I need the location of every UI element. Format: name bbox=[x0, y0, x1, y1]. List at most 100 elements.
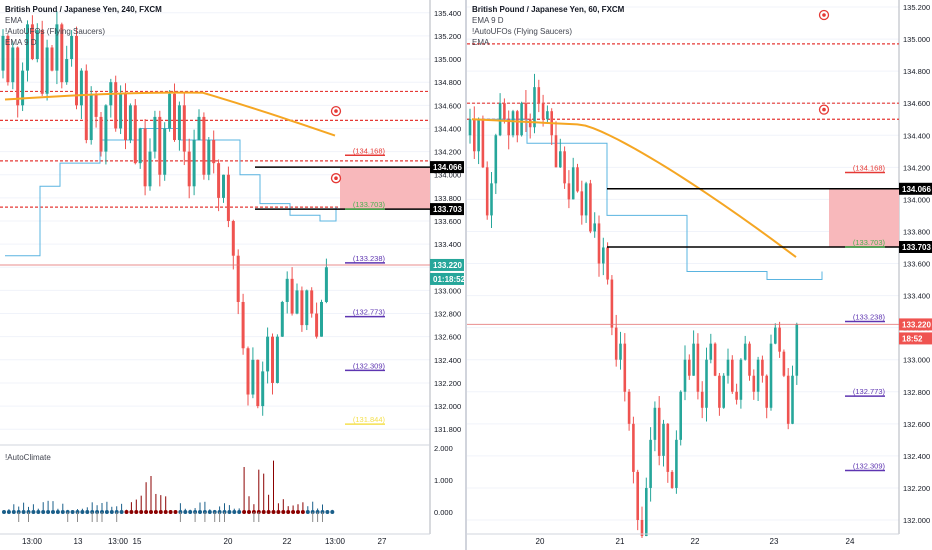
candle-body bbox=[300, 290, 304, 326]
lower-level-badge-bg bbox=[899, 240, 932, 253]
oscillator-dot bbox=[168, 510, 173, 514]
candle-body bbox=[212, 140, 216, 164]
right-symbol-title[interactable]: British Pound / Japanese Yen, 60, FXCM bbox=[472, 5, 625, 14]
oscillator-dot bbox=[70, 510, 75, 514]
candle-body bbox=[35, 30, 39, 60]
candle-body bbox=[305, 290, 309, 326]
right-indicator-ufos[interactable]: !AutoUFOs (Flying Saucers) bbox=[472, 27, 573, 36]
candle-body bbox=[133, 105, 137, 164]
right-legend: British Pound / Japanese Yen, 60, FXCM E… bbox=[472, 4, 624, 48]
candle-body bbox=[593, 223, 596, 232]
candle-body bbox=[21, 70, 25, 106]
countdown-badge-bg bbox=[430, 272, 464, 285]
level-label: (133.703) bbox=[853, 238, 886, 247]
oscillator-dot bbox=[286, 510, 291, 514]
left-indicator-ema[interactable]: EMA bbox=[5, 16, 23, 25]
candle-body bbox=[619, 343, 622, 360]
left-oscillator-title[interactable]: !AutoClimate bbox=[5, 453, 51, 462]
candle-body bbox=[765, 375, 768, 408]
candle-body bbox=[226, 174, 230, 221]
candle-body bbox=[670, 471, 674, 488]
candle-body bbox=[207, 140, 211, 175]
price-tick-label: 133.800 bbox=[434, 194, 461, 203]
ema9-line bbox=[5, 127, 337, 257]
candle-body bbox=[217, 163, 221, 198]
candle-body bbox=[490, 183, 493, 216]
right-chart-pane[interactable]: (134.168) (133.703) (133.238) (132.773) (132… bbox=[467, 0, 932, 550]
candle-body bbox=[541, 103, 545, 120]
time-tick-label: 13:00 bbox=[22, 537, 43, 546]
left-chart-pane[interactable]: (134.168) (133.703) (133.238) (132.773) (132… bbox=[0, 0, 465, 550]
candle-body bbox=[11, 47, 15, 83]
left-symbol-title[interactable]: British Pound / Japanese Yen, 240, FXCM bbox=[5, 5, 162, 14]
pane-divider[interactable] bbox=[465, 0, 467, 550]
candle-body bbox=[468, 119, 472, 136]
ufo-icon-center bbox=[822, 13, 826, 17]
left-chart-canvas[interactable]: (134.168) (133.703) (133.238) (132.773) (132… bbox=[0, 0, 465, 550]
price-tick-label: 134.800 bbox=[903, 67, 930, 76]
candle-body bbox=[251, 359, 255, 395]
candle-body bbox=[324, 267, 328, 302]
candle-body bbox=[65, 59, 69, 83]
candle-body bbox=[45, 47, 49, 94]
candle-body bbox=[688, 359, 691, 376]
oscillator-dot bbox=[60, 510, 65, 514]
candle-body bbox=[657, 407, 661, 456]
candle-body bbox=[295, 290, 299, 314]
candle-body bbox=[173, 93, 176, 141]
candle-body bbox=[666, 423, 670, 472]
candle-body bbox=[589, 183, 592, 232]
candle-body bbox=[241, 301, 245, 349]
left-indicator-ufos[interactable]: !AutoUFOs (Flying Saucers) bbox=[5, 27, 106, 36]
candle-body bbox=[494, 135, 498, 184]
oscillator-dot bbox=[325, 510, 330, 514]
oscillator-dot bbox=[41, 510, 46, 514]
ufo-zone-box bbox=[340, 167, 430, 210]
left-indicator-ema9[interactable]: EMA 9 D bbox=[5, 38, 37, 47]
price-tick-label: 132.400 bbox=[434, 356, 461, 365]
left-legend: British Pound / Japanese Yen, 240, FXCM … bbox=[5, 4, 162, 48]
price-tick-label: 133.600 bbox=[903, 260, 930, 269]
right-indicator-ema9[interactable]: EMA 9 D bbox=[472, 16, 504, 25]
right-chart-canvas[interactable]: (134.168) (133.703) (133.238) (132.773) (132… bbox=[467, 0, 932, 550]
candle-body bbox=[614, 327, 618, 360]
candle-body bbox=[104, 105, 108, 152]
candle-body bbox=[202, 116, 206, 175]
candle-body bbox=[187, 151, 191, 187]
oscillator-dot bbox=[31, 510, 36, 514]
ema-line bbox=[4, 91, 336, 137]
price-tick-label: 134.600 bbox=[434, 101, 461, 110]
candle-body bbox=[79, 70, 83, 106]
candle-body bbox=[275, 336, 279, 383]
right-indicator-ema[interactable]: EMA bbox=[472, 38, 490, 47]
candle-body bbox=[55, 24, 59, 71]
price-tick-label: 132.600 bbox=[434, 333, 461, 342]
oscillator-tick-label: 1.000 bbox=[434, 476, 453, 485]
candle-body bbox=[310, 290, 314, 314]
oscillator-dot bbox=[104, 510, 109, 514]
price-tick-label: 132.800 bbox=[903, 388, 930, 397]
candle-body bbox=[70, 35, 74, 60]
level-label: (132.309) bbox=[353, 361, 386, 370]
candle-body bbox=[756, 359, 760, 392]
oscillator-tick-label: 0.000 bbox=[434, 508, 453, 517]
candle-body bbox=[675, 439, 678, 488]
price-tick-label: 135.200 bbox=[434, 32, 461, 41]
price-tick-label: 135.000 bbox=[903, 35, 930, 44]
price-tick-label: 135.200 bbox=[903, 3, 930, 12]
candle-body bbox=[507, 119, 510, 136]
lower-level-badge: 133.703 bbox=[902, 243, 931, 252]
candle-body bbox=[718, 375, 721, 408]
price-tick-label: 132.000 bbox=[903, 516, 930, 525]
oscillator-dot bbox=[227, 510, 232, 514]
oscillator-dot bbox=[281, 510, 286, 514]
oscillator-dot bbox=[271, 510, 276, 514]
price-tick-label: 134.400 bbox=[903, 131, 930, 140]
time-tick-label: 27 bbox=[378, 537, 387, 546]
candle-body bbox=[40, 30, 44, 94]
candle-body bbox=[623, 343, 627, 392]
oscillator-dot bbox=[198, 510, 202, 514]
candle-body bbox=[739, 359, 743, 400]
candle-body bbox=[16, 47, 20, 106]
candle-body bbox=[138, 128, 142, 164]
